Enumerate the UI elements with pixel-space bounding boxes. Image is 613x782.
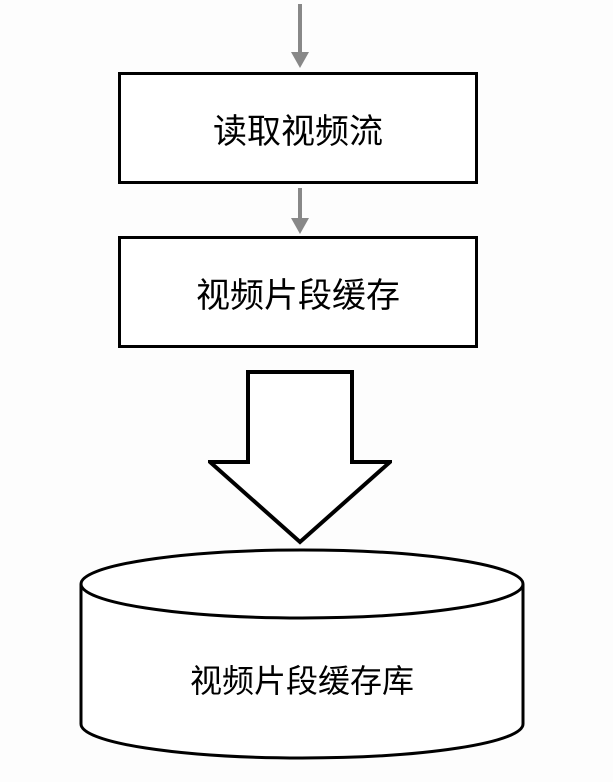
node-cache-store: 视频片段缓存库 xyxy=(78,548,526,762)
arrow-into-read xyxy=(280,0,320,72)
block-arrow-down xyxy=(208,370,392,546)
flowchart-canvas: 读取视频流 视频片段缓存 视频片段缓存库 xyxy=(0,0,613,782)
arrow-read-to-cache xyxy=(280,186,320,236)
node-segment-cache-label: 视频片段缓存 xyxy=(196,268,400,317)
node-read-stream-label: 读取视频流 xyxy=(213,104,383,153)
node-read-stream: 读取视频流 xyxy=(118,72,478,184)
node-cache-store-label: 视频片段缓存库 xyxy=(78,656,526,702)
node-segment-cache: 视频片段缓存 xyxy=(118,236,478,348)
